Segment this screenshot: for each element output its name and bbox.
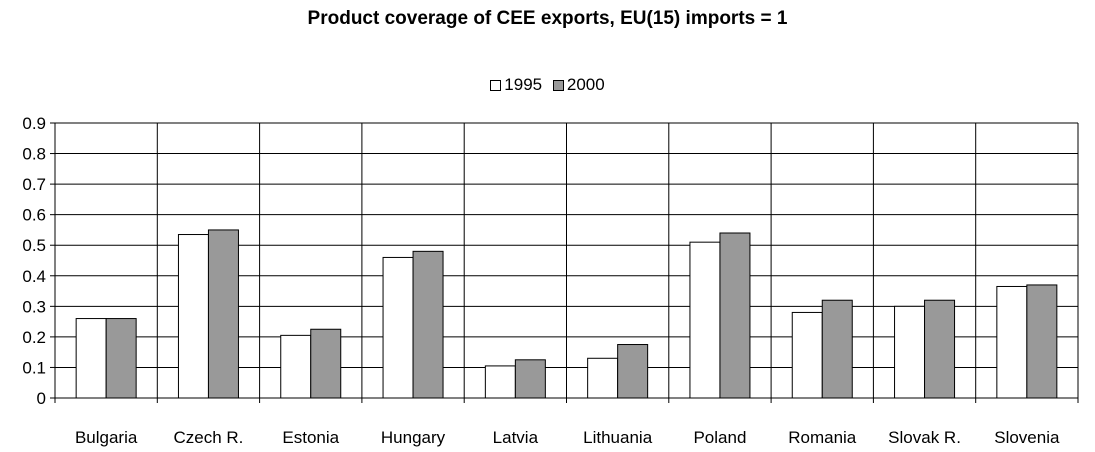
legend-swatch-1995 [490,79,502,91]
legend-label-2000: 2000 [566,75,605,94]
x-tick-label: Slovak R. [888,428,961,447]
x-tick-label: Romania [788,428,857,447]
y-tick-label: 0.9 [22,114,46,133]
x-tick-label: Hungary [381,428,446,447]
bar-1995 [996,285,1028,399]
y-tick-label: 0.5 [22,236,46,255]
legend-label-1995: 1995 [504,75,543,94]
legend-item-2000: 2000 [552,75,605,95]
x-tick-label: Slovenia [994,428,1060,447]
x-tick-label: Lithuania [583,428,653,447]
bar-2000 [207,229,239,399]
x-tick-label: Bulgaria [75,428,138,447]
bar-1995 [689,241,721,399]
y-tick-label: 0.8 [22,145,46,164]
legend-swatch-2000 [552,79,564,91]
chart-legend: 1995 2000 [0,75,1095,96]
bar-2000 [617,344,649,399]
bar-1995 [484,365,516,399]
bar-2000 [105,318,137,399]
y-tick-label: 0 [37,389,46,408]
bar-1995 [280,334,312,399]
y-tick-label: 0.4 [22,267,46,286]
bar-2000 [514,359,546,399]
bar-2000 [1026,284,1058,399]
x-tick-label: Czech R. [173,428,243,447]
x-tick-label: Estonia [282,428,339,447]
y-tick-label: 0.6 [22,206,46,225]
x-tick-label: Latvia [493,428,539,447]
bar-2000 [310,328,342,399]
y-tick-label: 0.7 [22,175,46,194]
bar-1995 [587,357,619,399]
x-tick-label: Poland [693,428,746,447]
bar-2000 [924,299,956,399]
y-tick-label: 0.3 [22,297,46,316]
y-tick-label: 0.1 [22,358,46,377]
bar-1995 [75,318,107,399]
bar-2000 [821,299,853,399]
bar-1995 [791,311,823,399]
bar-1995 [894,305,926,399]
bar-1995 [382,256,414,399]
legend-item-1995: 1995 [490,75,542,95]
y-tick-label: 0.2 [22,328,46,347]
bar-1995 [177,234,209,399]
bar-2000 [719,232,751,399]
bar-2000 [412,250,444,399]
chart-title: Product coverage of CEE exports, EU(15) … [307,8,788,29]
